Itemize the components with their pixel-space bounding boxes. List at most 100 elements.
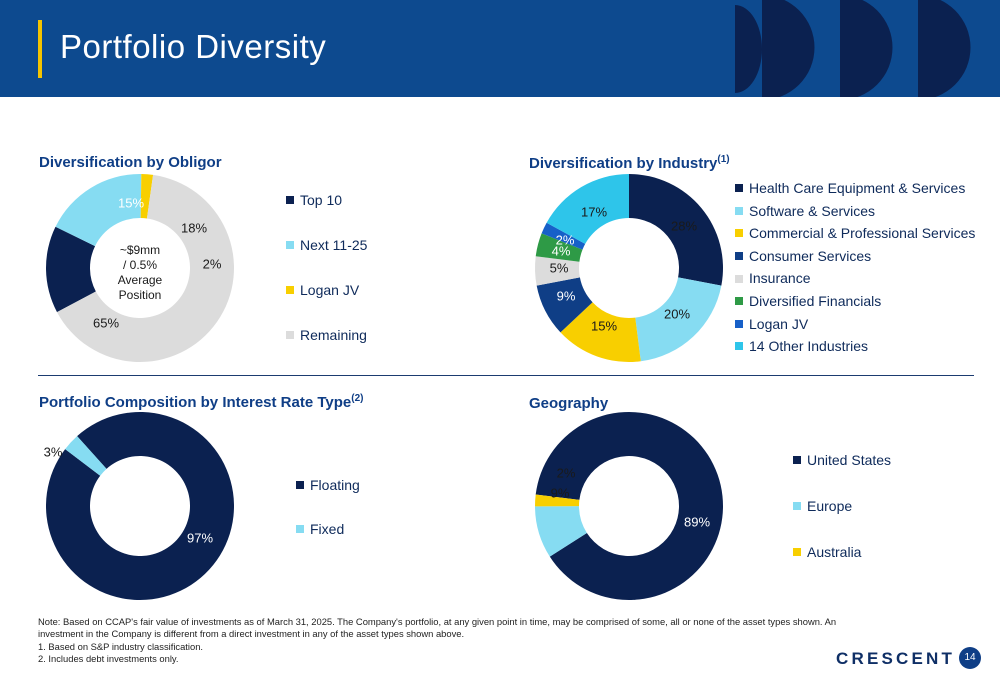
header-banner: Portfolio Diversity bbox=[0, 0, 1000, 97]
data-label: 89% bbox=[684, 514, 710, 529]
decorative-crescent-shapes bbox=[735, 0, 971, 97]
obligor-center-text: ~$9mm / 0.5% Average Position bbox=[100, 243, 180, 303]
data-label: 18% bbox=[181, 220, 207, 235]
legend-label: 14 Other Industries bbox=[749, 338, 869, 355]
center-text-line: / 0.5% bbox=[122, 258, 158, 272]
legend-item: United States bbox=[793, 452, 891, 468]
data-label: 2% bbox=[557, 465, 576, 480]
data-label: 17% bbox=[581, 204, 607, 219]
data-label: 4% bbox=[552, 243, 571, 258]
donut-slice-top-10 bbox=[45, 226, 96, 313]
donut-slice-europe bbox=[535, 506, 587, 557]
legend-label: Floating bbox=[310, 477, 360, 493]
legend-item: Diversified Financials bbox=[735, 293, 881, 309]
donut-slice-logan-jv bbox=[140, 174, 154, 219]
legend-label: Logan JV bbox=[749, 315, 809, 332]
legend-swatch bbox=[735, 274, 743, 283]
section-divider bbox=[38, 375, 974, 376]
header-accent-bar bbox=[38, 20, 42, 78]
legend-swatch bbox=[286, 196, 294, 205]
legend-swatch bbox=[286, 331, 294, 340]
legend-label: Europe bbox=[807, 498, 853, 514]
legend-item: Commercial & Professional Services bbox=[735, 225, 975, 241]
legend-swatch bbox=[286, 241, 294, 250]
legend-item: Next 11-25 bbox=[286, 237, 367, 253]
legend-label: Insurance bbox=[749, 270, 811, 287]
data-label: 15% bbox=[118, 195, 144, 210]
data-label: 28% bbox=[671, 218, 697, 233]
legend-label: Diversified Financials bbox=[749, 293, 882, 309]
legend-item: Software & Services bbox=[735, 203, 875, 219]
legend-item: Australia bbox=[793, 544, 861, 560]
legend-swatch bbox=[793, 456, 801, 465]
legend-swatch bbox=[296, 525, 304, 534]
legend-label: Top 10 bbox=[300, 192, 343, 208]
legend-swatch bbox=[735, 319, 743, 328]
footnote-line: 1. Based on S&P industry classification. bbox=[38, 640, 204, 652]
legend-label: Remaining bbox=[300, 327, 367, 343]
footnote-line: 2. Includes debt investments only. bbox=[38, 653, 179, 665]
center-text-line: Position bbox=[118, 288, 162, 302]
legend-swatch bbox=[793, 548, 801, 557]
donut-slice-floating bbox=[46, 411, 235, 600]
donut-slice-remaining bbox=[57, 174, 234, 362]
data-label: 65% bbox=[93, 315, 119, 330]
donut-slice-software-services bbox=[635, 277, 722, 362]
data-label: 15% bbox=[591, 318, 617, 333]
data-label: 9% bbox=[551, 485, 570, 500]
donut-slice-14-other-industries bbox=[546, 174, 629, 244]
page-title: Portfolio Diversity bbox=[60, 28, 327, 65]
data-label: 2% bbox=[556, 232, 575, 247]
footnote-line: investment in the Company is different f… bbox=[38, 628, 465, 640]
legend-label: United States bbox=[807, 452, 892, 468]
legend-label: Commercial & Professional Services bbox=[749, 225, 976, 242]
data-label: 5% bbox=[550, 260, 569, 275]
geography-title: Geography bbox=[529, 395, 609, 412]
legend-item: Insurance bbox=[735, 270, 810, 286]
donut-slice-fixed bbox=[65, 436, 107, 476]
legend-swatch bbox=[735, 206, 743, 215]
legend-swatch bbox=[286, 286, 294, 295]
legend-item: Fixed bbox=[296, 521, 344, 537]
legend-item: Consumer Services bbox=[735, 248, 871, 264]
legend-item: Europe bbox=[793, 498, 852, 514]
legend-item: 14 Other Industries bbox=[735, 338, 868, 354]
donut-slice-next-11-25 bbox=[55, 173, 142, 247]
industry-title: Diversification by Industry(1) bbox=[529, 154, 730, 172]
legend-label: Next 11-25 bbox=[300, 237, 368, 253]
donut-slice-united-states bbox=[535, 412, 723, 601]
legend-swatch bbox=[735, 229, 743, 238]
legend-swatch bbox=[296, 481, 304, 490]
data-label: 3% bbox=[44, 444, 63, 459]
rate-title: Portfolio Composition by Interest Rate T… bbox=[39, 393, 364, 411]
legend-swatch bbox=[735, 184, 743, 193]
donut-slice-diversified-financials bbox=[535, 233, 583, 262]
footnotes: Note: Based on CCAP's fair value of inve… bbox=[38, 616, 837, 666]
center-text-line: Average bbox=[117, 273, 163, 287]
page-number: 14 bbox=[959, 647, 981, 669]
obligor-title: Diversification by Obligor bbox=[39, 154, 222, 171]
legend-label: Logan JV bbox=[300, 282, 360, 298]
legend-item: Top 10 bbox=[286, 192, 342, 208]
legend-label: Software & Services bbox=[749, 202, 876, 219]
legend-label: Health Care Equipment & Services bbox=[749, 180, 966, 196]
legend-item: Logan JV bbox=[286, 282, 359, 298]
legend-label: Consumer Services bbox=[749, 247, 872, 264]
legend-swatch bbox=[735, 297, 743, 306]
data-label: 97% bbox=[187, 530, 213, 545]
footnote-line: Note: Based on CCAP's fair value of inve… bbox=[38, 616, 837, 627]
donut-slice-commercial-professional-services bbox=[560, 302, 641, 362]
industry-footnote-mark: (1) bbox=[717, 154, 730, 165]
legend-swatch bbox=[735, 252, 743, 261]
donut-slice-australia bbox=[534, 494, 580, 507]
rate-footnote-mark: (2) bbox=[351, 393, 364, 404]
donut-slice-insurance bbox=[535, 256, 580, 286]
donut-slice-consumer-services bbox=[536, 277, 593, 333]
legend-item: Logan JV bbox=[735, 316, 808, 332]
data-label: 9% bbox=[557, 288, 576, 303]
legend-label: Fixed bbox=[310, 521, 345, 537]
donut-slice-logan-jv bbox=[541, 222, 586, 250]
crescent-logo: CRESCENT bbox=[836, 649, 956, 668]
legend-item: Floating bbox=[296, 477, 360, 493]
